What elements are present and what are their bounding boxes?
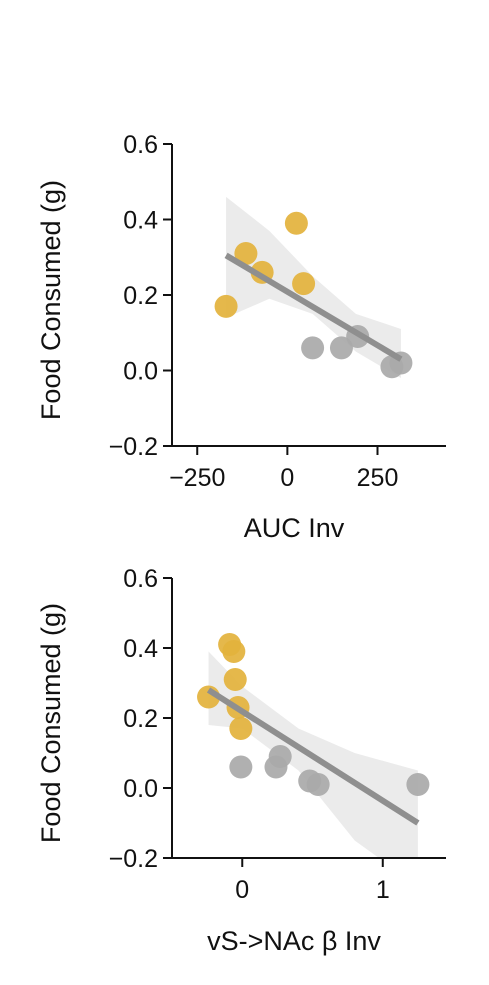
y-tick-label: −0.2 [109, 845, 158, 873]
x-axis-title: vS->NAc β Inv [207, 926, 381, 956]
regression-line [224, 252, 403, 362]
scatter-plot-auc: −0.2 0.0 0.2 0.4 0.6 −250 0 250 AUC Inv Food Cons… [36, 131, 446, 543]
x-axis-title: AUC Inv [244, 513, 345, 543]
y-tick-label: 0.6 [123, 565, 158, 593]
data-point [284, 211, 308, 235]
x-tick-label: −250 [169, 464, 225, 492]
y-tick-label: 0.0 [123, 358, 158, 386]
data-point [222, 640, 246, 663]
y-tick-label: 0.2 [123, 282, 158, 310]
data-point [223, 668, 247, 691]
data-point [301, 336, 325, 360]
x-tick-label: 0 [280, 464, 294, 492]
x-tick-label: 1 [376, 876, 390, 904]
y-tick-label: 0.6 [123, 131, 158, 159]
y-axis-title: Food Consumed (g) [36, 603, 66, 843]
data-point [268, 745, 292, 768]
data-point [229, 755, 253, 779]
x-tick-label: 0 [235, 876, 249, 904]
data-point [292, 272, 316, 296]
data-point [229, 717, 253, 740]
y-tick-label: −0.2 [109, 433, 158, 461]
y-tick-label: 0.4 [123, 207, 158, 235]
data-point [329, 336, 353, 360]
y-tick-label: 0.0 [123, 775, 158, 803]
data-point [234, 241, 258, 265]
y-tick-label: 0.4 [123, 635, 158, 663]
data-point [214, 294, 238, 318]
data-point [406, 773, 430, 796]
y-axis-title: Food Consumed (g) [36, 180, 66, 420]
x-tick-label: 250 [357, 464, 399, 492]
y-tick-label: 0.2 [123, 705, 158, 733]
data-point [306, 773, 330, 796]
scatter-plot-beta: −0.2 0.0 0.2 0.4 0.6 0 1 vS->NAc β Inv Food Cons… [36, 565, 446, 956]
regression-line [206, 687, 420, 826]
